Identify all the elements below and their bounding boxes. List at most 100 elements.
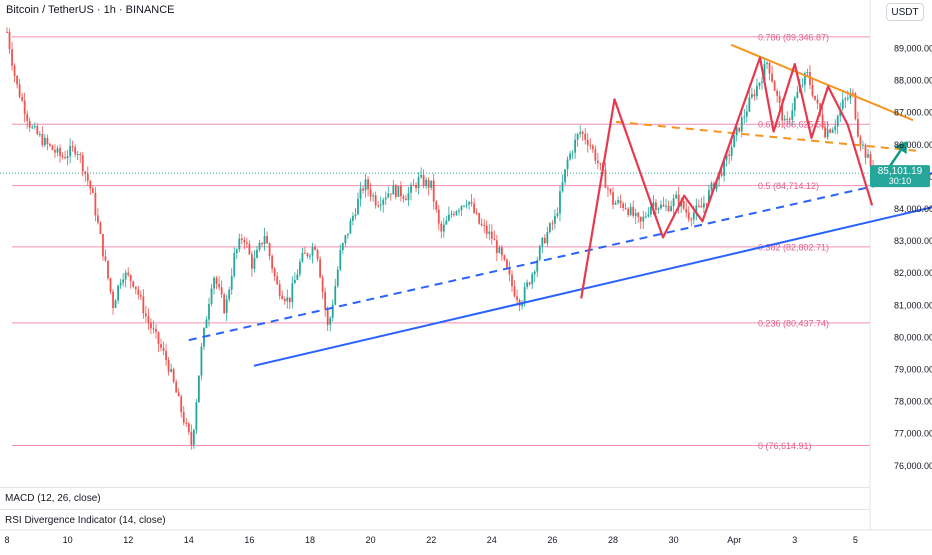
candle-body <box>228 289 231 300</box>
candle-body <box>182 412 185 423</box>
candle-body <box>89 180 92 189</box>
candle-body <box>521 302 523 306</box>
time-axis[interactable]: 8 10 12 14 16 18 20 22 24 26 28 30 Apr 3 5 <box>4 535 857 545</box>
candle-body <box>122 279 125 283</box>
candle-body <box>172 369 175 382</box>
candle-body <box>415 184 417 189</box>
candle-body <box>66 156 69 159</box>
candle-body <box>559 191 561 214</box>
candle-body <box>372 195 375 197</box>
rsi-indicator-legend[interactable]: RSI Divergence Indicator (14, close) <box>0 509 870 530</box>
candle-body <box>851 92 854 94</box>
candle-body <box>667 205 670 212</box>
candle-body <box>637 212 640 217</box>
candle-body <box>344 235 347 244</box>
candle-body <box>107 260 109 279</box>
candle-body <box>569 153 571 160</box>
candle-body <box>117 285 119 301</box>
candle-body <box>468 201 470 205</box>
price-tick-label: 77,000.00 <box>894 429 932 439</box>
candle-body <box>86 173 89 181</box>
candle-body <box>248 243 251 255</box>
candle-body <box>144 313 147 317</box>
time-tick-label: 18 <box>305 535 315 545</box>
fib-level-label: 0.236 (80,437.74) <box>758 318 829 328</box>
candle-body <box>629 206 632 215</box>
candle-body <box>632 206 635 216</box>
candle-body <box>778 95 781 104</box>
candle-body <box>697 205 700 207</box>
macd-indicator-legend[interactable]: MACD (12, 26, close) <box>0 487 870 508</box>
candle-body <box>357 198 359 215</box>
candle-body <box>339 250 342 270</box>
trendline <box>730 43 914 122</box>
candle-body <box>233 253 236 276</box>
fib-level-label: 0.5 (84,714.12) <box>758 181 819 191</box>
candle-body <box>273 268 276 277</box>
candle-body <box>36 126 39 135</box>
candle-body <box>796 92 799 98</box>
price-tick-label: 84,000.00 <box>894 204 932 214</box>
candle-body <box>756 85 758 97</box>
candle-body <box>672 198 675 207</box>
candle-body <box>109 278 112 292</box>
candle-body <box>364 179 367 191</box>
price-tick-label: 89,000.00 <box>894 44 932 54</box>
candle-body <box>816 99 819 104</box>
price-axis[interactable]: 89,000.0088,000.0087,000.0086,000.0085,0… <box>894 44 932 471</box>
candle-body <box>849 92 852 99</box>
candle-body <box>220 287 223 295</box>
candle-body <box>336 269 339 287</box>
candle-body <box>112 291 114 309</box>
candle-body <box>644 216 647 218</box>
candle-body <box>74 147 77 155</box>
candle-body <box>453 213 455 215</box>
symbol-title[interactable]: Bitcoin / TetherUS · 1h · BINANCE <box>6 4 175 16</box>
candle-body <box>607 187 609 190</box>
candle-body <box>498 247 501 254</box>
candle-body <box>102 233 104 257</box>
candle-body <box>8 32 11 50</box>
candle-body <box>346 233 349 236</box>
candle-body <box>150 322 152 329</box>
candle-body <box>157 331 160 345</box>
candle-body <box>301 252 304 262</box>
candle-body <box>31 127 34 129</box>
currency-button[interactable]: USDT <box>886 3 924 21</box>
candle-body <box>692 212 695 220</box>
candle-body <box>190 432 193 445</box>
candle-body <box>591 145 594 150</box>
candle-body <box>91 188 94 193</box>
candle-body <box>516 296 518 301</box>
candle-body <box>705 203 708 205</box>
candle-body <box>811 84 814 96</box>
candle-body <box>71 145 74 148</box>
candle-body <box>554 215 556 224</box>
candle-body <box>258 242 261 250</box>
candle-body <box>21 97 24 101</box>
candle-body <box>738 127 741 132</box>
candle-body <box>11 49 13 66</box>
candle-body <box>695 205 698 213</box>
candle-body <box>56 148 59 153</box>
candle-body <box>84 171 87 174</box>
candle-body <box>488 231 491 234</box>
candle-body <box>427 179 430 188</box>
candle-body <box>59 148 61 156</box>
time-tick-label: 20 <box>366 535 376 545</box>
candle-body <box>844 98 847 100</box>
candle-body <box>359 188 362 199</box>
candle-body <box>548 223 551 233</box>
candle-body <box>786 118 789 120</box>
candle-body <box>331 304 334 319</box>
candle-countdown: 30:10 <box>889 176 912 186</box>
candle-body <box>94 192 97 216</box>
candle-body <box>175 381 178 393</box>
candle-body <box>513 286 516 297</box>
candle-body <box>836 116 839 127</box>
candle-body <box>685 208 688 213</box>
candle-body <box>33 126 36 128</box>
